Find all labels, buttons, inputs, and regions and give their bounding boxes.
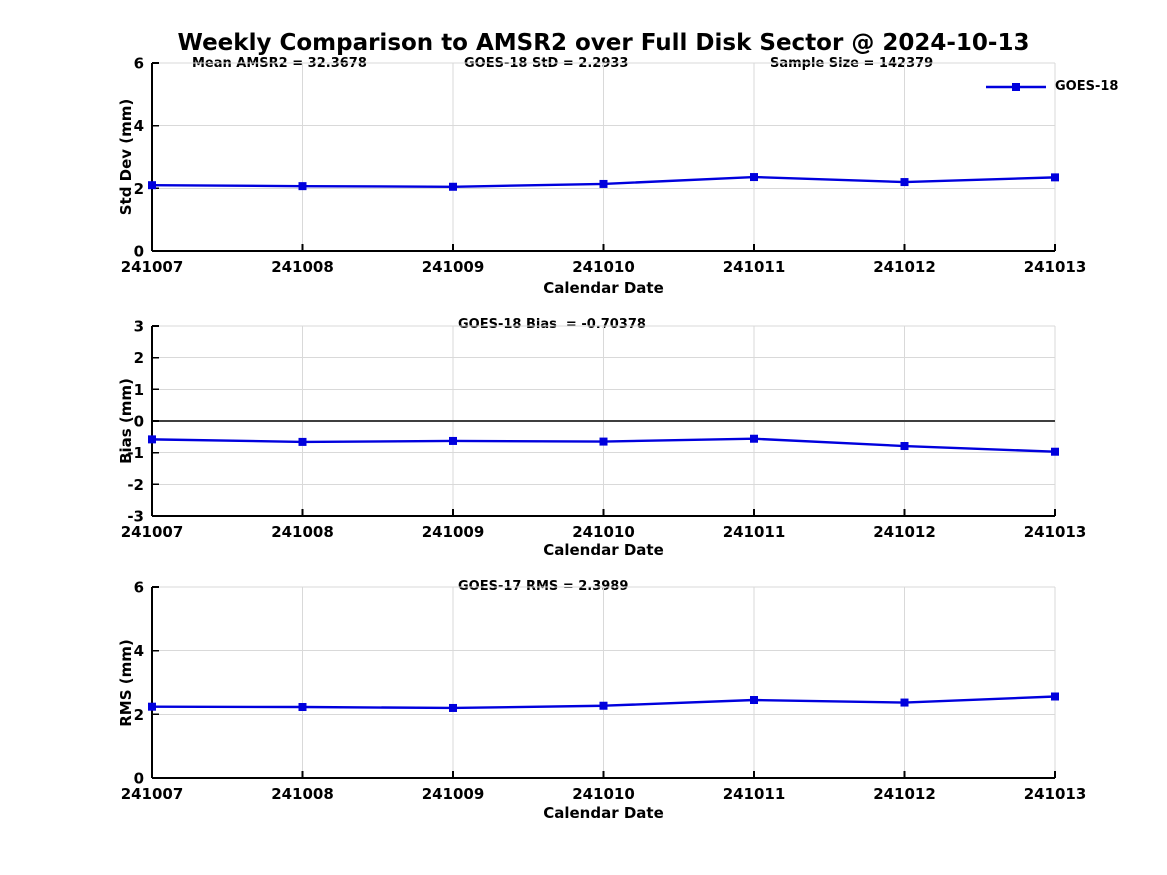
y-tick-label: 4: [134, 642, 144, 660]
x-tick-label: 241013: [1024, 523, 1087, 541]
x-tick-label: 241009: [422, 258, 485, 276]
data-point-marker: [298, 437, 307, 446]
stddev-plot: 0 2 4 6 241007 241008 241009 241010 241011 241012…: [121, 55, 1087, 277]
x-tick-label: 241009: [422, 523, 485, 541]
x-tick-label: 241011: [723, 523, 786, 541]
x-tick-label: 241012: [873, 523, 936, 541]
data-point-marker: [599, 701, 608, 710]
y-tick-label: 6: [134, 579, 144, 597]
legend-marker-square: [1012, 82, 1020, 91]
x-tick-label: 241009: [422, 785, 485, 803]
legend-label: GOES-18: [1055, 79, 1119, 94]
data-point-marker: [298, 703, 307, 712]
x-tick-label: 241013: [1024, 258, 1087, 276]
bias-plot: -3 -2 -1 0 1 2 3 241007 241008 241009 241010 241011…: [121, 318, 1087, 542]
annotation-goes18-bias: GOES-18 Bias = -0.70378: [458, 317, 646, 332]
data-point-marker: [900, 178, 909, 187]
x-tick-label: 241012: [873, 785, 936, 803]
data-point-marker: [750, 173, 758, 182]
data-point-marker: [599, 437, 608, 446]
legend: GOES-18: [985, 79, 1118, 94]
data-point-marker: [449, 182, 457, 191]
x-tick-label: 241010: [572, 785, 635, 803]
x-tick-label: 241011: [723, 258, 786, 276]
data-point-marker: [1051, 692, 1059, 701]
y-tick-label: 6: [134, 55, 144, 73]
x-tick-label: 241007: [121, 785, 184, 803]
xlabel-calendar-date-2: Calendar Date: [543, 541, 664, 559]
y-tick-label: -1: [127, 444, 144, 462]
data-point-marker: [900, 442, 909, 451]
x-tick-label: 241012: [873, 258, 936, 276]
y-tick-label: -2: [127, 476, 144, 494]
data-point-marker: [449, 703, 457, 712]
x-tick-label: 241007: [121, 258, 184, 276]
y-tick-label: -3: [127, 508, 144, 526]
y-tick-label: 2: [134, 706, 144, 724]
y-tick-label: 0: [134, 770, 144, 788]
x-tick-label: 241010: [572, 258, 635, 276]
data-point-marker: [1051, 447, 1059, 456]
data-point-marker: [750, 434, 758, 443]
y-tick-label: 2: [134, 349, 144, 367]
data-point-marker: [449, 436, 457, 445]
y-tick-label: 2: [134, 180, 144, 198]
rms-plot: 0 2 4 6 241007 241008 241009 241010 241011 241012…: [121, 579, 1087, 804]
x-tick-label: 241008: [271, 785, 334, 803]
data-point-marker: [900, 698, 909, 707]
data-point-marker: [298, 182, 307, 191]
x-tick-label: 241008: [271, 523, 334, 541]
y-tick-label: 1: [134, 381, 144, 399]
x-tick-label: 241007: [121, 523, 184, 541]
y-tick-label: 0: [134, 243, 144, 261]
figure-title: Weekly Comparison to AMSR2 over Full Dis…: [177, 30, 1030, 56]
data-point-marker: [148, 702, 156, 711]
y-tick-label: 4: [134, 117, 144, 135]
y-tick-label: 0: [134, 413, 144, 431]
data-point-marker: [599, 179, 608, 188]
xlabel-calendar-date-1: Calendar Date: [543, 279, 664, 297]
x-tick-label: 241011: [723, 785, 786, 803]
data-point-marker: [1051, 173, 1059, 182]
data-point-marker: [148, 181, 156, 190]
x-tick-label: 241010: [572, 523, 635, 541]
legend-line-icon: [986, 82, 1046, 91]
data-point-marker: [148, 435, 156, 444]
data-point-marker: [750, 696, 758, 705]
x-tick-label: 241008: [271, 258, 334, 276]
xlabel-calendar-date-3: Calendar Date: [543, 804, 664, 822]
x-tick-label: 241013: [1024, 785, 1087, 803]
y-tick-label: 3: [134, 318, 144, 336]
